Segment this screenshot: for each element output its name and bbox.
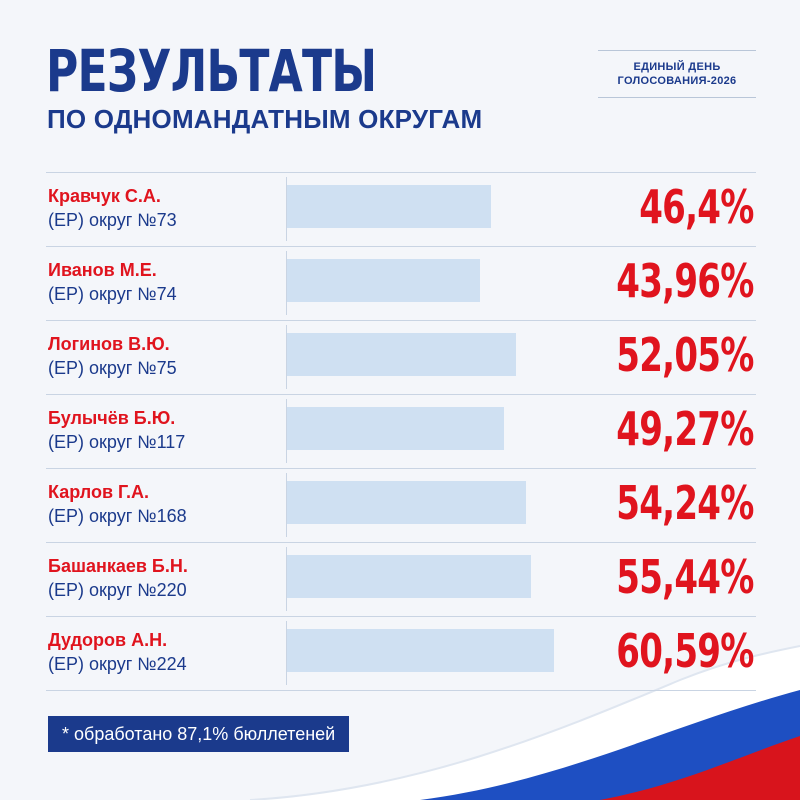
candidate-district: (ЕР) округ №73 [48, 210, 177, 230]
result-row: Иванов М.Е. (ЕР) округ №74 43,96% [46, 247, 756, 321]
row-divider [286, 473, 287, 537]
result-percent-label: 49,27% [616, 402, 755, 456]
candidate-name: Карлов Г.А. [48, 482, 149, 502]
result-row: Булычёв Б.Ю. (ЕР) округ №117 49,27% [46, 395, 756, 469]
result-bar [287, 333, 517, 376]
row-divider [286, 547, 287, 611]
candidate-district: (ЕР) округ №224 [48, 654, 187, 674]
result-row: Логинов В.Ю. (ЕР) округ №75 52,05% [46, 321, 756, 395]
result-bar [287, 481, 526, 524]
candidate-name: Кравчук С.А. [48, 186, 161, 206]
result-row: Дудоров А.Н. (ЕР) округ №224 60,59% [46, 617, 756, 691]
candidate-name: Логинов В.Ю. [48, 334, 170, 354]
result-bar [287, 555, 531, 598]
result-row: Кравчук С.А. (ЕР) округ №73 46,4% [46, 172, 756, 247]
election-day-badge: ЕДИНЫЙ ДЕНЬ ГОЛОСОВАНИЯ-2026 [598, 50, 756, 98]
result-bar [287, 259, 481, 302]
candidate-district: (ЕР) округ №74 [48, 284, 177, 304]
result-row: Карлов Г.А. (ЕР) округ №168 54,24% [46, 469, 756, 543]
result-percent-label: 60,59% [616, 624, 755, 678]
badge-line-1: ЕДИНЫЙ ДЕНЬ [633, 61, 721, 73]
page-subtitle: ПО ОДНОМАНДАТНЫМ ОКРУГАМ [47, 104, 483, 134]
candidate-name: Дудоров А.Н. [48, 630, 168, 650]
badge-line-2: ГОЛОСОВАНИЯ-2026 [617, 75, 737, 87]
candidate-name: Иванов М.Е. [48, 260, 157, 280]
results-chart: Кравчук С.А. (ЕР) округ №73 46,4% Иванов М.… [46, 172, 756, 691]
result-percent-label: 46,4% [639, 180, 755, 234]
candidate-district: (ЕР) округ №168 [48, 506, 187, 526]
row-divider [286, 251, 287, 315]
result-bar [287, 629, 554, 672]
candidate-name: Булычёв Б.Ю. [48, 408, 176, 428]
result-bar [287, 185, 492, 228]
candidate-district: (ЕР) округ №75 [48, 358, 177, 378]
row-divider [286, 325, 287, 389]
candidate-name: Башанкаев Б.Н. [48, 556, 188, 576]
footnote: * обработано 87,1% бюллетеней [48, 716, 350, 752]
result-percent-label: 52,05% [616, 328, 755, 382]
result-row: Башанкаев Б.Н. (ЕР) округ №220 55,44% [46, 543, 756, 617]
row-divider [286, 621, 287, 685]
candidate-district: (ЕР) округ №220 [48, 580, 187, 600]
result-percent-label: 43,96% [616, 254, 755, 308]
candidate-district: (ЕР) округ №117 [48, 432, 186, 452]
row-divider [286, 399, 287, 463]
row-divider [286, 177, 287, 241]
result-percent-label: 54,24% [616, 476, 755, 530]
result-bar [287, 407, 504, 450]
page-title: РЕЗУЛЬТАТЫ [46, 37, 377, 105]
result-percent-label: 55,44% [616, 550, 755, 604]
